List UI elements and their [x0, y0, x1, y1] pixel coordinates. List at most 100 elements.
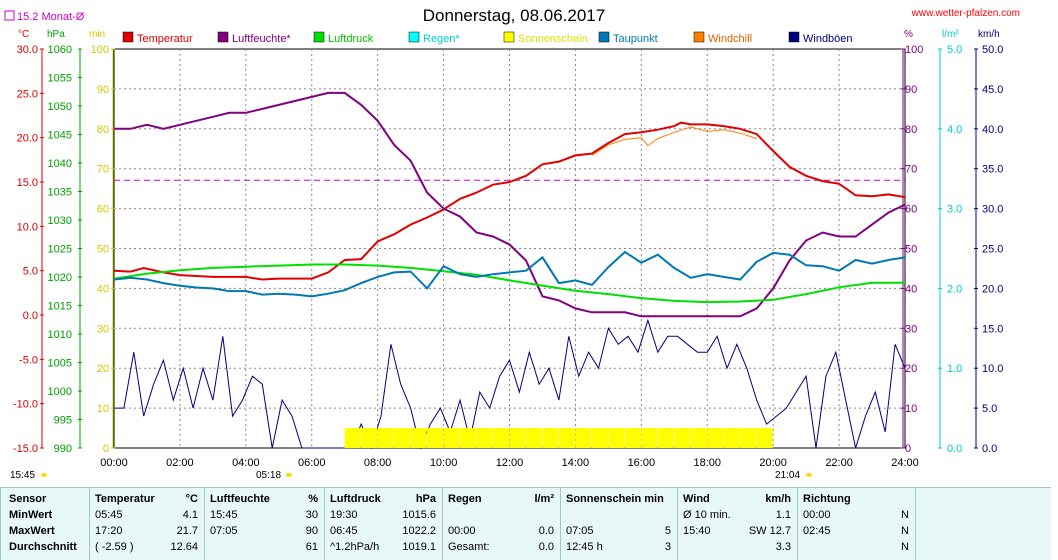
- sunshine-bar: [410, 428, 427, 448]
- pressure-axis-tick: 995: [54, 415, 72, 427]
- stats-cell-value: SW 12.7: [748, 525, 791, 537]
- stats-unit: °C: [185, 493, 198, 505]
- stats-cell-value: 3: [664, 541, 671, 553]
- stats-header: Sensor: [9, 493, 47, 505]
- pressure-axis-unit: hPa: [47, 29, 65, 40]
- sunshine-bar: [690, 428, 707, 448]
- series-line-temperatur: [113, 121, 906, 281]
- stats-row: 19:30 1015.6: [328, 509, 438, 525]
- temp-axis-tick: 5.0: [23, 266, 38, 278]
- legend-item-label: Luftdruck: [328, 33, 374, 45]
- legend-item-label: Windböen: [803, 33, 853, 45]
- sunshine-axis-tick: 10: [97, 403, 109, 415]
- stats-cell-time: 19:30: [330, 509, 358, 521]
- legend-swatch: [693, 31, 705, 43]
- sunrise-icon: [286, 473, 292, 477]
- legend-swatch: [313, 31, 325, 43]
- sunshine-bar: [756, 428, 773, 448]
- wind-axis-tick: 25.0: [982, 244, 1003, 256]
- stats-header: Wind: [683, 493, 710, 505]
- monthly-avg-legend: 15.2 Monat-Ø: [4, 10, 85, 23]
- stats-cell-time: 15:40: [683, 525, 711, 537]
- stats-unit: hPa: [415, 493, 436, 505]
- rain-axis-tick: 5.0: [947, 44, 962, 56]
- stats-row-label: Durchschnitt: [9, 541, 77, 553]
- wind-axis-unit: km/h: [978, 29, 1000, 40]
- data-series: [113, 91, 906, 450]
- sunshine-bar: [443, 428, 460, 448]
- sunshine-axis-tick: 50: [97, 244, 109, 256]
- stats-cell-value: N: [901, 509, 909, 521]
- sunshine-axis-unit: min: [89, 29, 105, 40]
- sunshine-bar: [641, 428, 658, 448]
- humidity-axis-tick: 80: [905, 124, 917, 136]
- pressure-axis-tick: 1040: [48, 158, 72, 170]
- stats-row: 07:05 90: [208, 525, 320, 541]
- website-link[interactable]: www.wetter-pfalzen.com: [911, 8, 1020, 19]
- pressure-axis-tick: 1050: [48, 101, 72, 113]
- stats-row: ( -2.59 ) 12.64: [93, 541, 200, 557]
- stats-cell-value: 1015.6: [402, 509, 436, 521]
- stats-cell-value: 0.0: [538, 541, 554, 553]
- rain-axis-unit: l/m²: [942, 29, 959, 40]
- temp-axis-tick: 20.0: [17, 133, 38, 145]
- stats-row: 00:00 N: [801, 509, 911, 525]
- sunshine-bar: [361, 428, 378, 448]
- stats-unit: l/m²: [534, 493, 554, 505]
- sunshine-axis-tick: 90: [97, 84, 109, 96]
- legend-item-label: Temperatur: [137, 33, 193, 45]
- wind-axis-tick: 15.0: [982, 323, 1003, 335]
- legend-item-label: Windchill: [708, 33, 752, 45]
- humidity-axis-tick: 10: [905, 403, 917, 415]
- pressure-axis-tick: 1035: [48, 187, 72, 199]
- humidity-axis-tick: 90: [905, 84, 917, 96]
- sunshine-axis-tick: 100: [91, 44, 109, 56]
- stats-row: 05:45 4.1: [93, 509, 200, 525]
- pressure-axis-tick: 1020: [48, 272, 72, 284]
- chart-legend: Temperatur Luftfeuchte* Luftdruck Regen* Son…: [122, 31, 853, 45]
- stats-row: Gesamt: 0.0: [446, 541, 556, 557]
- stats-row: 3.3: [681, 541, 793, 557]
- stats-header: Regen: [448, 493, 482, 505]
- stats-cell-value: N: [901, 525, 909, 537]
- humidity-axis-tick: 60: [905, 204, 917, 216]
- stats-cell-time: 12:45 h: [566, 541, 603, 553]
- stats-header: Temperatur: [95, 493, 155, 505]
- stats-cell-time: 07:05: [566, 525, 594, 537]
- stats-cell-value: 90: [305, 525, 318, 537]
- stats-cell-time: 02:45: [803, 525, 831, 537]
- stats-row-label: MaxWert: [9, 525, 55, 537]
- sunshine-axis-tick: 0: [103, 443, 109, 455]
- stats-row: Ø 10 min. 1.1: [681, 509, 793, 525]
- sunshine-bar: [575, 428, 592, 448]
- stats-col-wind: Wind km/h Ø 10 min. 1.1 15:40 SW 12.7 3.3: [677, 488, 798, 560]
- stats-cell-time: 15:45: [210, 509, 238, 521]
- humidity-axis-tick: 0: [905, 443, 911, 455]
- stats-row: N: [801, 541, 911, 557]
- x-axis: 00:00 02:00 04:00 06:00 08:00 10:00 12:00 14:00…: [100, 457, 919, 469]
- temp-axis-tick: 25.0: [17, 88, 38, 100]
- legend-item-label: Luftfeuchte*: [232, 33, 291, 45]
- sunshine-bar: [460, 428, 477, 448]
- stats-unit: km/h: [765, 493, 791, 505]
- stats-cell-time: Ø 10 min.: [683, 509, 731, 521]
- x-axis-tick: 20:00: [759, 457, 787, 469]
- sunshine-bar: [624, 428, 641, 448]
- legend-swatch: [503, 31, 515, 43]
- wind-axis-tick: 35.0: [982, 164, 1003, 176]
- x-axis-tick: 06:00: [298, 457, 326, 469]
- stats-row: [564, 509, 673, 525]
- stats-cell-value: 1.1: [775, 509, 791, 521]
- sunshine-axis-tick: 60: [97, 204, 109, 216]
- stats-header: Luftdruck: [330, 493, 381, 505]
- sunshine-bar: [509, 428, 526, 448]
- stats-cell-value: 30: [305, 509, 318, 521]
- sunshine-bar: [723, 428, 740, 448]
- sunshine-bar: [476, 428, 493, 448]
- pressure-axis-tick: 1055: [48, 73, 72, 85]
- series-line-windchill: [591, 126, 757, 156]
- sunshine-bar: [427, 428, 444, 448]
- stats-cell-value: 1019.1: [402, 541, 436, 553]
- monthly-avg-label: 15.2 Monat-Ø: [17, 11, 85, 23]
- stats-cell-time: 07:05: [210, 525, 238, 537]
